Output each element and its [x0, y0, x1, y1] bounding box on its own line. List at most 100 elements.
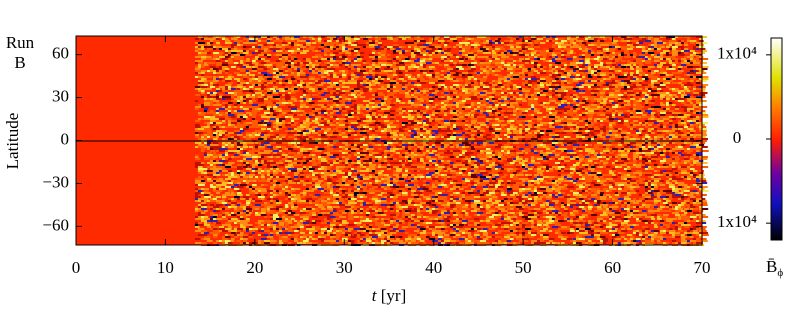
- field-cell: [414, 220, 420, 222]
- field-cell: [345, 176, 348, 178]
- field-cell: [381, 234, 388, 236]
- field-cell: [357, 224, 361, 226]
- field-cell: [360, 104, 363, 106]
- field-cell: [441, 224, 445, 226]
- field-cell: [360, 68, 367, 70]
- field-cell: [336, 186, 340, 188]
- field-cell: [387, 156, 392, 158]
- field-cell: [432, 178, 438, 180]
- field-cell: [342, 178, 346, 180]
- field-cell: [309, 78, 315, 80]
- field-cell: [435, 76, 440, 78]
- field-cell: [345, 62, 351, 64]
- field-cell: [207, 180, 210, 182]
- field-cell: [339, 40, 342, 42]
- field-cell: [264, 102, 267, 104]
- field-cell: [450, 72, 455, 74]
- field-cell: [207, 56, 212, 58]
- field-cell: [282, 114, 285, 116]
- field-cell: [429, 80, 436, 82]
- field-cell: [348, 224, 355, 226]
- field-cell: [372, 84, 376, 86]
- field-cell: [345, 158, 349, 160]
- field-cell: [369, 188, 375, 190]
- field-cell: [432, 210, 438, 212]
- field-cell: [321, 94, 325, 96]
- field-cell: [285, 232, 291, 234]
- field-cell: [216, 196, 221, 198]
- field-cell: [414, 152, 420, 154]
- field-cell: [387, 176, 391, 178]
- field-cell: [261, 58, 265, 60]
- field-cell: [405, 134, 412, 136]
- field-cell: [399, 54, 404, 56]
- field-cell: [393, 142, 398, 144]
- field-cell: [384, 120, 389, 122]
- field-cell: [255, 208, 259, 210]
- field-cell: [357, 60, 361, 62]
- field-cell: [267, 222, 271, 224]
- field-cell: [300, 176, 304, 178]
- field-cell: [390, 210, 394, 212]
- field-cell: [297, 130, 301, 132]
- field-cell: [429, 94, 435, 96]
- field-cell: [336, 88, 340, 90]
- field-cell: [435, 82, 438, 84]
- field-cell: [249, 96, 256, 98]
- field-cell: [237, 92, 243, 94]
- field-cell: [252, 184, 257, 186]
- field-cell: [213, 82, 217, 84]
- field-cell: [267, 164, 270, 166]
- field-cell: [432, 106, 436, 108]
- field-cell: [417, 156, 423, 158]
- field-cell: [444, 102, 449, 104]
- field-cell: [270, 136, 276, 138]
- field-cell: [441, 84, 445, 86]
- field-cell: [315, 90, 318, 92]
- field-cell: [399, 220, 404, 222]
- field-cell: [369, 182, 372, 184]
- field-cell: [372, 206, 377, 208]
- field-cell: [213, 138, 218, 140]
- field-cell: [417, 122, 422, 124]
- field-cell: [213, 56, 218, 58]
- field-cell: [252, 120, 258, 122]
- field-cell: [435, 142, 440, 144]
- field-cell: [438, 48, 442, 50]
- field-cell: [225, 234, 228, 236]
- field-cell: [240, 160, 243, 162]
- field-cell: [432, 240, 439, 242]
- field-cell: [228, 158, 232, 160]
- field-cell: [381, 240, 386, 242]
- field-cell: [429, 102, 433, 104]
- field-cell: [240, 170, 244, 172]
- field-cell: [252, 70, 257, 72]
- field-cell: [432, 38, 439, 40]
- field-cell: [330, 224, 336, 226]
- field-cell: [207, 220, 214, 222]
- field-cell: [291, 92, 296, 94]
- field-cell: [213, 122, 216, 124]
- field-cell: [444, 94, 449, 96]
- field-cell: [219, 166, 225, 168]
- field-cell: [288, 210, 292, 212]
- field-cell: [393, 130, 400, 132]
- field-cell: [402, 176, 407, 178]
- field-cell: [372, 158, 376, 160]
- field-cell: [444, 200, 449, 202]
- field-cell: [210, 200, 217, 202]
- field-cell: [201, 72, 205, 74]
- field-cell: [351, 240, 355, 242]
- field-cell: [447, 152, 454, 154]
- field-cell: [312, 120, 318, 122]
- field-cell: [312, 220, 315, 222]
- field-cell: [240, 80, 245, 82]
- field-cell: [204, 188, 209, 190]
- field-cell: [261, 174, 264, 176]
- field-cell: [210, 120, 216, 122]
- field-cell: [252, 100, 256, 102]
- field-cell: [438, 238, 442, 240]
- field-cell: [438, 118, 444, 120]
- field-cell: [357, 80, 364, 82]
- field-cell: [360, 194, 365, 196]
